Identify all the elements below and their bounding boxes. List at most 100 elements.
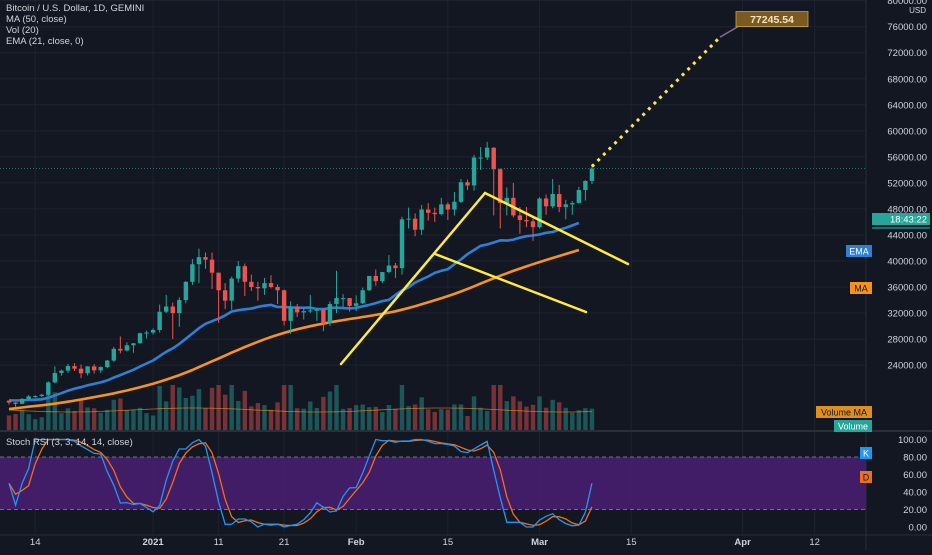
volume-bar: [458, 404, 464, 430]
candle-body: [124, 345, 130, 351]
candle-body: [393, 265, 398, 269]
candle-body: [517, 215, 523, 220]
candle: [537, 197, 542, 229]
candle-body: [203, 257, 208, 260]
candle-body: [537, 198, 542, 228]
candle: [137, 332, 143, 344]
candle-body: [268, 283, 274, 288]
volume-bar: [275, 402, 280, 430]
target-price-box: [735, 11, 809, 27]
volume-bar: [59, 413, 64, 430]
stoch-d-badge: [860, 471, 872, 483]
candle-body: [249, 281, 254, 288]
countdown-label: 18:43:22: [890, 215, 927, 226]
price-tick-label: 40000.00: [887, 256, 927, 267]
candle: [327, 301, 333, 327]
candle-body: [530, 221, 536, 228]
candle-body: [295, 306, 300, 313]
candle-body: [137, 333, 143, 344]
stoch-tick-label: 60.00: [903, 470, 927, 481]
candle-body: [111, 348, 116, 361]
candle-body: [190, 264, 195, 282]
volume-bar: [281, 385, 287, 430]
candle: [314, 307, 320, 321]
candle: [19, 397, 25, 405]
candle-body: [576, 190, 582, 204]
volume-bar: [373, 406, 378, 430]
candle: [249, 274, 254, 291]
volume-bar: [91, 408, 97, 430]
countdown-badge-underline: [872, 227, 930, 229]
volume-bar: [137, 407, 143, 430]
volume-bar: [6, 415, 12, 430]
candle-body: [498, 169, 503, 204]
candle: [242, 263, 247, 297]
volume-bar: [498, 385, 503, 430]
candle-body: [39, 394, 44, 397]
ma-badge: [850, 282, 872, 294]
symbol-title: Bitcoin / U.S. Dollar, 1D, GEMINI: [6, 3, 145, 14]
candle: [209, 252, 215, 289]
volume-bar: [157, 385, 162, 430]
volume-bar: [511, 396, 516, 430]
volume-bar: [242, 390, 247, 430]
candle-body: [157, 311, 162, 330]
volume-bar: [98, 412, 103, 430]
time-tick-label: Mar: [531, 537, 548, 548]
candle: [59, 369, 64, 376]
candle: [498, 168, 503, 229]
candle-body: [150, 329, 156, 333]
candle: [471, 154, 477, 191]
candle-body: [557, 193, 562, 207]
volume-bar: [229, 385, 234, 430]
candle-body: [78, 368, 84, 374]
candle: [478, 147, 483, 170]
candle-body: [491, 147, 496, 170]
volume-bar: [478, 407, 483, 430]
candle-body: [484, 147, 490, 158]
candle-body: [19, 398, 25, 404]
candle: [222, 283, 228, 310]
candle: [426, 203, 431, 221]
candle: [583, 180, 588, 201]
ma-label: MA: [854, 284, 868, 294]
volume-bar: [33, 419, 38, 430]
stoch-band: [0, 457, 866, 510]
pattern-upper-trendline: [483, 191, 630, 266]
candle-body: [360, 290, 365, 304]
candle-body: [426, 209, 431, 213]
candle: [484, 141, 490, 161]
candle-body: [118, 348, 123, 351]
candle: [445, 202, 451, 220]
volume-bar: [255, 403, 261, 430]
candle: [557, 184, 562, 213]
time-tick-label: 11: [214, 537, 224, 548]
candle: [196, 248, 202, 284]
candle-body: [412, 218, 418, 230]
volume-bars: [6, 385, 595, 430]
candle: [419, 205, 424, 235]
volume-bar: [543, 407, 549, 430]
volume-bar: [452, 404, 457, 430]
time-tick-label: Feb: [348, 537, 365, 548]
volume-bar: [170, 385, 175, 430]
volume-bar: [301, 408, 306, 430]
volume-bar: [72, 410, 77, 430]
volume-bar: [164, 401, 169, 430]
candle: [491, 147, 496, 216]
stoch-k-badge: [860, 447, 872, 459]
candle-body: [465, 182, 470, 186]
stoch-tick-label: 80.00: [903, 453, 927, 464]
candle-body: [46, 382, 51, 395]
time-tick-label: 2021: [143, 537, 165, 548]
volume-label: Volume: [838, 422, 868, 432]
volume-bar: [399, 385, 405, 430]
candle: [85, 366, 90, 376]
candle-body: [229, 278, 234, 301]
volume-bar: [353, 405, 359, 430]
candle: [275, 284, 280, 304]
candle-body: [504, 197, 509, 204]
candle: [452, 191, 457, 216]
